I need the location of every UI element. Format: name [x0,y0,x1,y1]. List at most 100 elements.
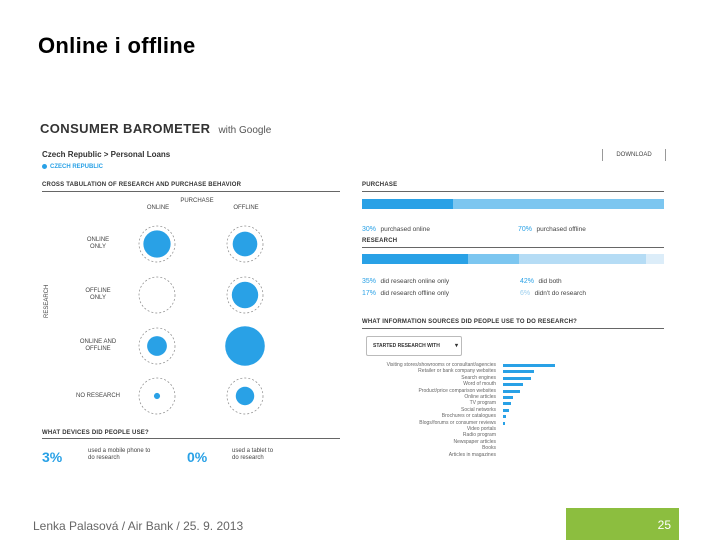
tablet-text-line-2: do research [232,455,264,461]
purchase-offline-stat: 70% purchased offline [518,218,586,236]
research-offline-only: 17% did research offline only [362,286,449,298]
row-label: OFFLINE ONLY [70,288,126,302]
country-filter[interactable]: CZECH REPUBLIC [42,164,103,170]
bubble-outline [138,327,176,365]
purchase-divider [362,191,664,192]
row-label-line-2: ONLY [90,244,106,250]
bubble-outline [226,225,264,263]
purchase-heading: PURCHASE [362,182,398,188]
barometer-logo: CONSUMER BAROMETER with Google [40,121,271,136]
source-label: Social networks [460,406,496,413]
bubble-outline [226,276,264,314]
row-label-line-2: ONLY [90,295,106,301]
col-online-label: ONLINE [146,205,170,211]
research-online-only-label: did research online only [380,278,450,285]
source-label: Search engines [461,374,496,381]
devices-divider [42,438,340,439]
breadcrumb[interactable]: Czech Republic > Personal Loans [42,150,171,159]
source-label: Books [482,445,496,452]
purchase-bar [362,199,664,209]
bubble [225,326,265,366]
research-other-stats: 42% did both 6% didn't do research [520,274,586,298]
col-offline-label: OFFLINE [233,205,259,211]
row-label-line-1: NO RESEARCH [75,393,120,399]
research-none-pct: 6% [520,290,531,297]
country-dot-icon [42,164,47,169]
purchase-axis-label: PURCHASE [180,198,214,204]
research-none-label: didn't do research [534,290,587,297]
source-label: Online articles [464,394,496,400]
row-label: ONLINE AND OFFLINE [70,339,126,353]
research-online-stats: 35% did research online only 17% did res… [362,274,449,298]
bubble [147,336,167,356]
mobile-text: used a mobile phone to do research [88,448,150,462]
bubble-outline [226,377,264,415]
bubble [153,392,161,400]
download-button[interactable]: DOWNLOAD [602,149,666,161]
row-label-line-1: ONLINE [86,237,110,243]
bubble [235,386,255,406]
source-label: TV program [469,400,496,407]
mobile-pct: 3% [42,449,63,465]
research-segment [519,254,646,264]
row-label-line-1: ONLINE AND [79,339,117,345]
tablet-text: used a tablet to do research [232,448,273,462]
source-bar [503,364,555,367]
bubble-outline [138,377,176,415]
cross-tab-divider [42,191,340,192]
source-label: Retailer or bank company websites [418,368,496,375]
mobile-text-line-2: do research [88,455,120,461]
purchase-online-stat: 30% purchased online [362,218,430,236]
row-label: ONLINE ONLY [70,237,126,251]
country-label: CZECH REPUBLIC [50,164,104,171]
source-label: Product/price comparison websites [418,387,496,394]
devices-heading: WHAT DEVICES DID PEOPLE USE? [42,430,149,436]
purchase-offline-pct: 70% [518,226,533,233]
footer-text: Lenka Palasová / Air Bank / 25. 9. 2013 [33,519,244,533]
purchase-online-fill [362,199,453,209]
bubble [232,231,258,257]
research-segment [467,254,520,264]
sources-dropdown-label: STARTED RESEARCH WITH [373,343,440,349]
slide-title: Online i offline [38,33,196,58]
chevron-down-icon: ▾ [454,343,458,349]
barometer-logo-suffix: with Google [218,125,272,136]
source-label: Video portals [466,426,496,432]
source-label: Newspaper articles [453,438,496,445]
research-none: 6% didn't do research [520,286,586,298]
source-label: Visiting stores/showrooms or consultant/… [386,362,496,368]
barometer-logo-text: CONSUMER BAROMETER [40,121,211,136]
research-both-pct: 42% [520,278,535,285]
bubble [231,281,259,309]
sources-dropdown[interactable]: STARTED RESEARCH WITH ▾ [366,336,462,356]
research-bar [362,254,664,264]
purchase-online-pct: 30% [362,226,377,233]
research-heading: RESEARCH [362,238,398,244]
purchase-offline-label: purchased offline [536,226,586,233]
research-offline-only-pct: 17% [362,290,377,297]
research-segment [645,254,664,264]
source-bar [503,408,509,412]
source-bar [503,415,507,419]
research-both: 42% did both [520,274,586,286]
sources-divider [362,328,664,329]
bubble [143,230,171,258]
source-bar [503,396,514,399]
row-label: NO RESEARCH [70,393,126,400]
tablet-pct: 0% [187,449,208,465]
page-number-box: 25 [566,508,679,540]
source-bar [503,389,520,393]
research-divider [362,247,664,248]
row-label-line-2: OFFLINE [85,346,111,352]
research-online-only-pct: 35% [362,278,377,285]
source-label: Radio program [462,432,496,439]
source-bar [503,402,511,406]
source-bar [503,376,531,380]
source-label: Word of mouth [463,381,496,388]
row-label-line-1: OFFLINE [85,288,111,294]
sources-heading: WHAT INFORMATION SOURCES DID PEOPLE USE … [362,319,578,325]
research-offline-only-label: did research offline only [380,290,450,297]
source-label: Blogs/forums or consumer reviews [419,419,496,426]
research-both-label: did both [538,278,562,285]
